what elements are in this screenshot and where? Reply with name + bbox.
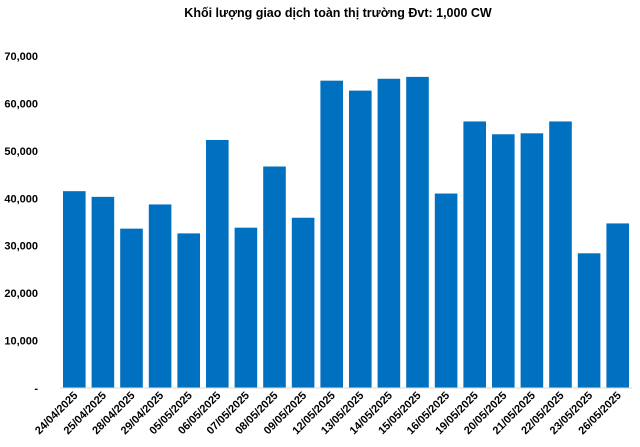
y-tick-label: 20,000 bbox=[4, 288, 38, 300]
y-tick-label: 30,000 bbox=[4, 241, 38, 253]
y-tick-label: 40,000 bbox=[4, 193, 38, 205]
bar-19/05/2025 bbox=[463, 121, 486, 388]
bar-23/05/2025 bbox=[577, 253, 601, 388]
bar-20/05/2025 bbox=[492, 134, 515, 388]
bar-05/05/2025 bbox=[177, 233, 200, 388]
y-tick-label: 70,000 bbox=[4, 51, 38, 63]
chart-title: Khối lượng giao dịch toàn thị trường Đvt… bbox=[184, 6, 492, 20]
bar-15/05/2025 bbox=[406, 76, 429, 389]
y-tick-label: 60,000 bbox=[4, 98, 38, 110]
bar-25/04/2025 bbox=[91, 196, 115, 388]
bar-21/05/2025 bbox=[520, 133, 544, 388]
bar-09/05/2025 bbox=[291, 217, 315, 388]
bar-14/05/2025 bbox=[377, 78, 401, 389]
x-axis: 24/04/202525/04/202528/04/202529/04/2025… bbox=[33, 390, 624, 437]
bar-13/05/2025 bbox=[349, 90, 372, 389]
bar-26/05/2025 bbox=[606, 223, 629, 388]
bar-06/05/2025 bbox=[206, 139, 229, 388]
bar-24/04/2025 bbox=[63, 191, 86, 388]
y-tick-label: 10,000 bbox=[4, 336, 38, 348]
bar-28/04/2025 bbox=[120, 228, 143, 388]
bar-16/05/2025 bbox=[434, 193, 458, 388]
bar-08/05/2025 bbox=[263, 166, 286, 388]
y-tick-label: - bbox=[34, 383, 38, 395]
y-tick-label: 50,000 bbox=[4, 146, 38, 158]
bar-22/05/2025 bbox=[549, 121, 572, 388]
bar-12/05/2025 bbox=[320, 80, 343, 388]
bar-07/05/2025 bbox=[234, 227, 258, 388]
y-axis: - 10,000 20,000 30,000 40,000 50,000 60,000 70,… bbox=[4, 51, 38, 395]
bar-29/04/2025 bbox=[148, 204, 172, 388]
bar-series bbox=[63, 76, 629, 389]
